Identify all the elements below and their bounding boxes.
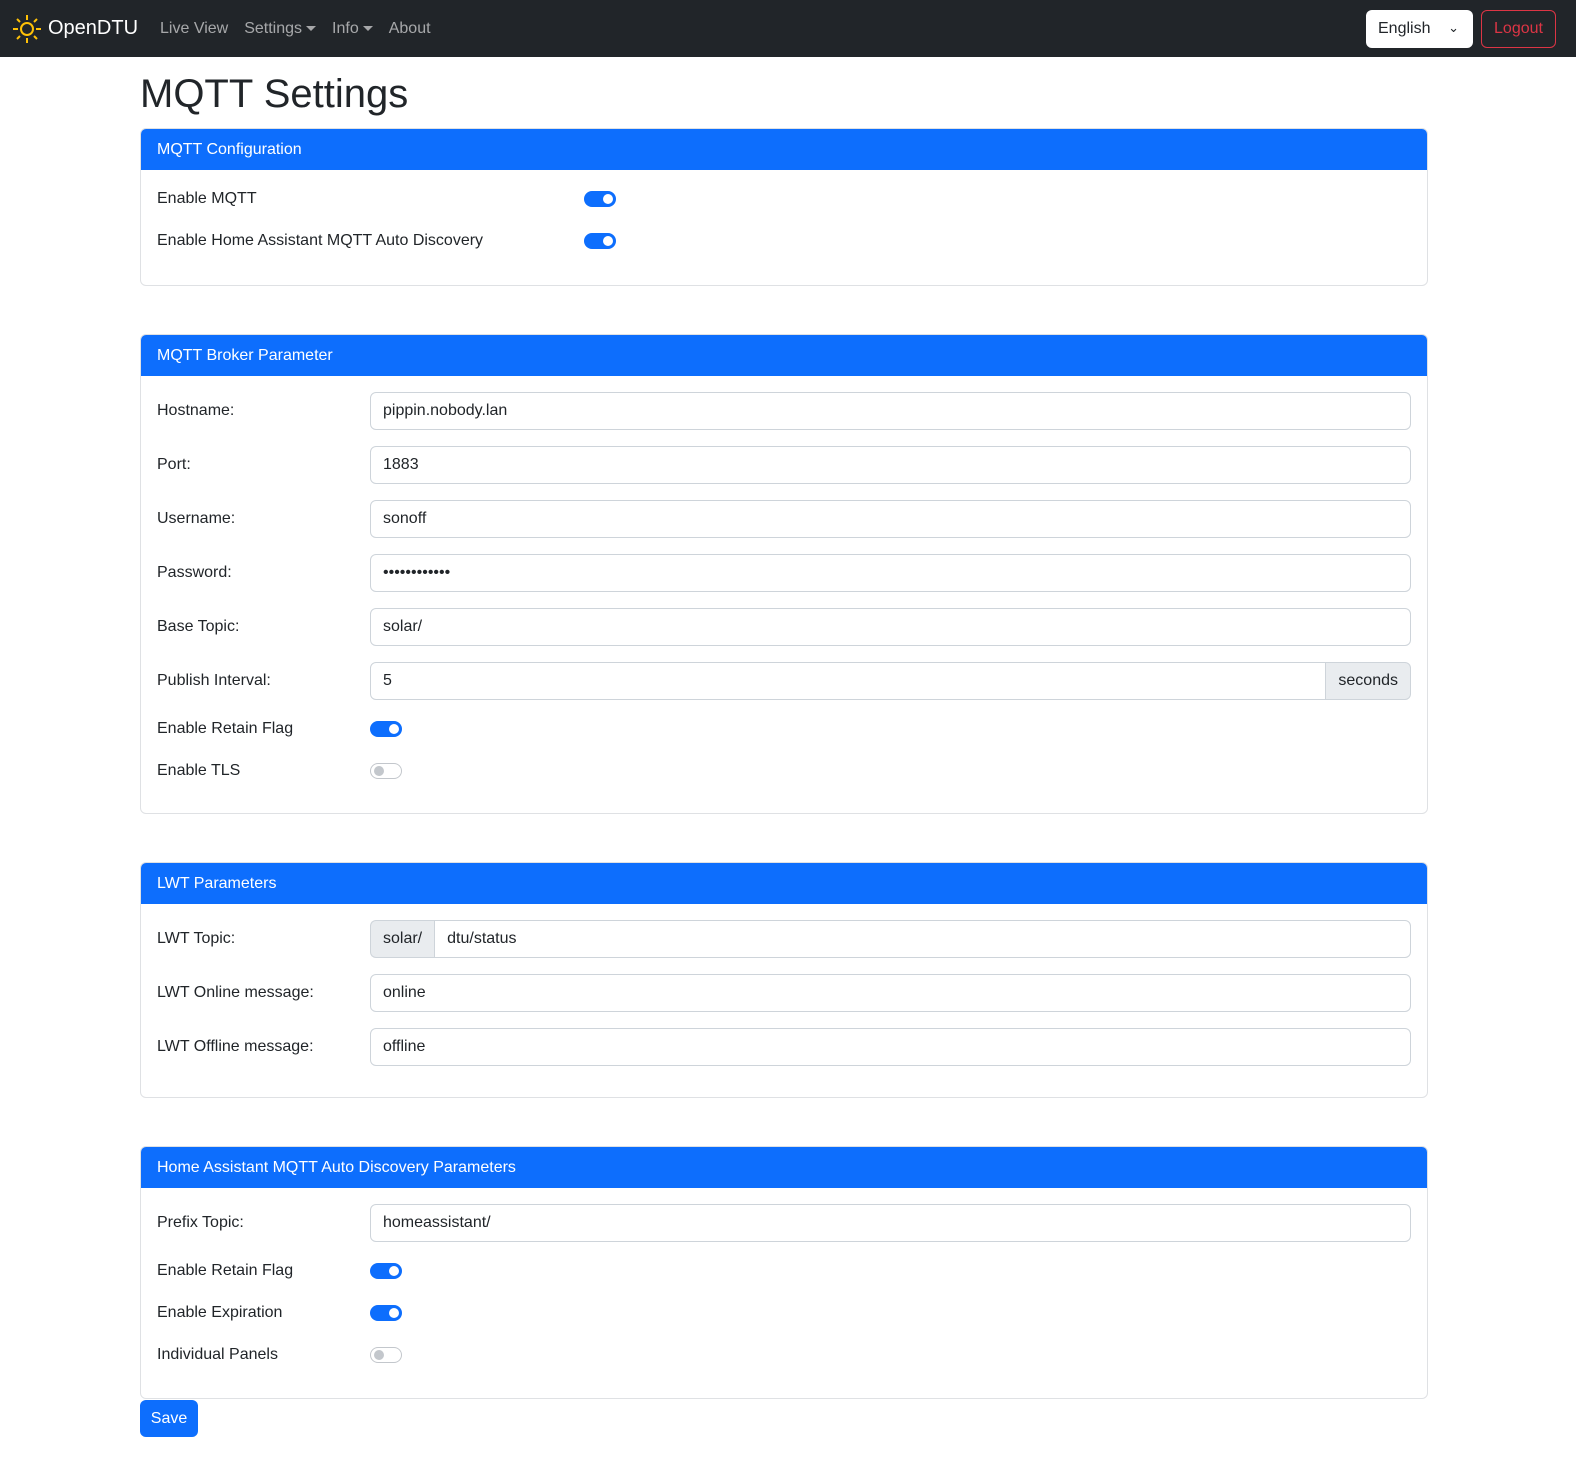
individual-panels-toggle[interactable] bbox=[370, 1347, 402, 1363]
card-header: MQTT Configuration bbox=[141, 129, 1427, 170]
lwt-topic-input[interactable]: dtu/status bbox=[434, 920, 1411, 958]
lwt-offline-input[interactable]: offline bbox=[370, 1028, 1411, 1066]
lwt-topic-prefix: solar/ bbox=[370, 920, 435, 958]
enable-hass-discovery-toggle[interactable] bbox=[584, 233, 616, 249]
language-select[interactable]: English ⌄ bbox=[1366, 10, 1473, 48]
hass-expiration-toggle[interactable] bbox=[370, 1305, 402, 1321]
card-header: Home Assistant MQTT Auto Discovery Param… bbox=[141, 1147, 1427, 1188]
label: Username: bbox=[157, 510, 236, 527]
nav-settings[interactable]: Settings bbox=[244, 19, 317, 38]
label: Publish Interval: bbox=[157, 672, 271, 689]
card-header: MQTT Broker Parameter bbox=[141, 335, 1427, 376]
caret-down-icon bbox=[306, 26, 317, 31]
label: Port: bbox=[157, 456, 191, 473]
username-input[interactable]: sonoff bbox=[370, 500, 1411, 538]
label: Individual Panels bbox=[157, 1346, 278, 1363]
sun-icon bbox=[13, 14, 41, 43]
chevron-down-icon: ⌄ bbox=[1448, 20, 1459, 35]
label: Prefix Topic: bbox=[157, 1214, 244, 1231]
label: Enable TLS bbox=[157, 762, 241, 779]
nav-live-view[interactable]: Live View bbox=[160, 19, 229, 37]
nav-about[interactable]: About bbox=[388, 19, 431, 37]
port-input[interactable]: 1883 bbox=[370, 446, 1411, 484]
save-button[interactable]: Save bbox=[140, 1400, 198, 1437]
brand-link[interactable]: OpenDTU bbox=[12, 14, 138, 44]
label: Enable Retain Flag bbox=[157, 1262, 294, 1279]
hass-discovery-card: Home Assistant MQTT Auto Discovery Param… bbox=[140, 1146, 1428, 1399]
password-input[interactable]: •••••••••••• bbox=[370, 554, 1411, 592]
caret-down-icon bbox=[362, 26, 373, 31]
mqtt-broker-card: MQTT Broker Parameter Hostname: pippin.no… bbox=[140, 334, 1428, 814]
enable-mqtt-toggle[interactable] bbox=[584, 191, 616, 207]
lwt-parameters-card: LWT Parameters LWT Topic: solar/dtu/statu… bbox=[140, 862, 1428, 1098]
publish-interval-input[interactable]: 5 bbox=[370, 662, 1327, 700]
label: LWT Online message: bbox=[157, 984, 314, 1001]
tls-toggle[interactable] bbox=[370, 763, 402, 779]
label: Base Topic: bbox=[157, 618, 240, 635]
prefix-topic-input[interactable]: homeassistant/ bbox=[370, 1204, 1411, 1242]
lwt-online-input[interactable]: online bbox=[370, 974, 1411, 1012]
label: Hostname: bbox=[157, 402, 235, 419]
logout-button[interactable]: Logout bbox=[1481, 10, 1556, 48]
hostname-input[interactable]: pippin.nobody.lan bbox=[370, 392, 1411, 430]
brand-name: OpenDTU bbox=[48, 17, 139, 39]
nav-info[interactable]: Info bbox=[332, 20, 373, 38]
label: LWT Offline message: bbox=[157, 1038, 314, 1055]
navbar: OpenDTU Live View Settings Info About En… bbox=[0, 0, 1576, 57]
mqtt-configuration-card: MQTT Configuration Enable MQTT Enable Ho… bbox=[140, 128, 1428, 286]
card-header: LWT Parameters bbox=[141, 863, 1427, 904]
language-value: English bbox=[1378, 20, 1431, 37]
label: Enable Retain Flag bbox=[157, 720, 294, 737]
seconds-addon: seconds bbox=[1326, 662, 1411, 700]
label: Enable MQTT bbox=[157, 190, 257, 207]
retain-flag-toggle[interactable] bbox=[370, 721, 402, 737]
label: Password: bbox=[157, 564, 232, 581]
page-title: MQTT Settings bbox=[140, 72, 409, 116]
label: LWT Topic: bbox=[157, 930, 236, 947]
nav-info-label: Info bbox=[332, 19, 359, 37]
hass-retain-toggle[interactable] bbox=[370, 1263, 402, 1279]
nav-settings-label: Settings bbox=[244, 19, 303, 37]
label: Enable Expiration bbox=[157, 1304, 283, 1321]
base-topic-input[interactable]: solar/ bbox=[370, 608, 1411, 646]
label: Enable Home Assistant MQTT Auto Discover… bbox=[157, 232, 484, 249]
